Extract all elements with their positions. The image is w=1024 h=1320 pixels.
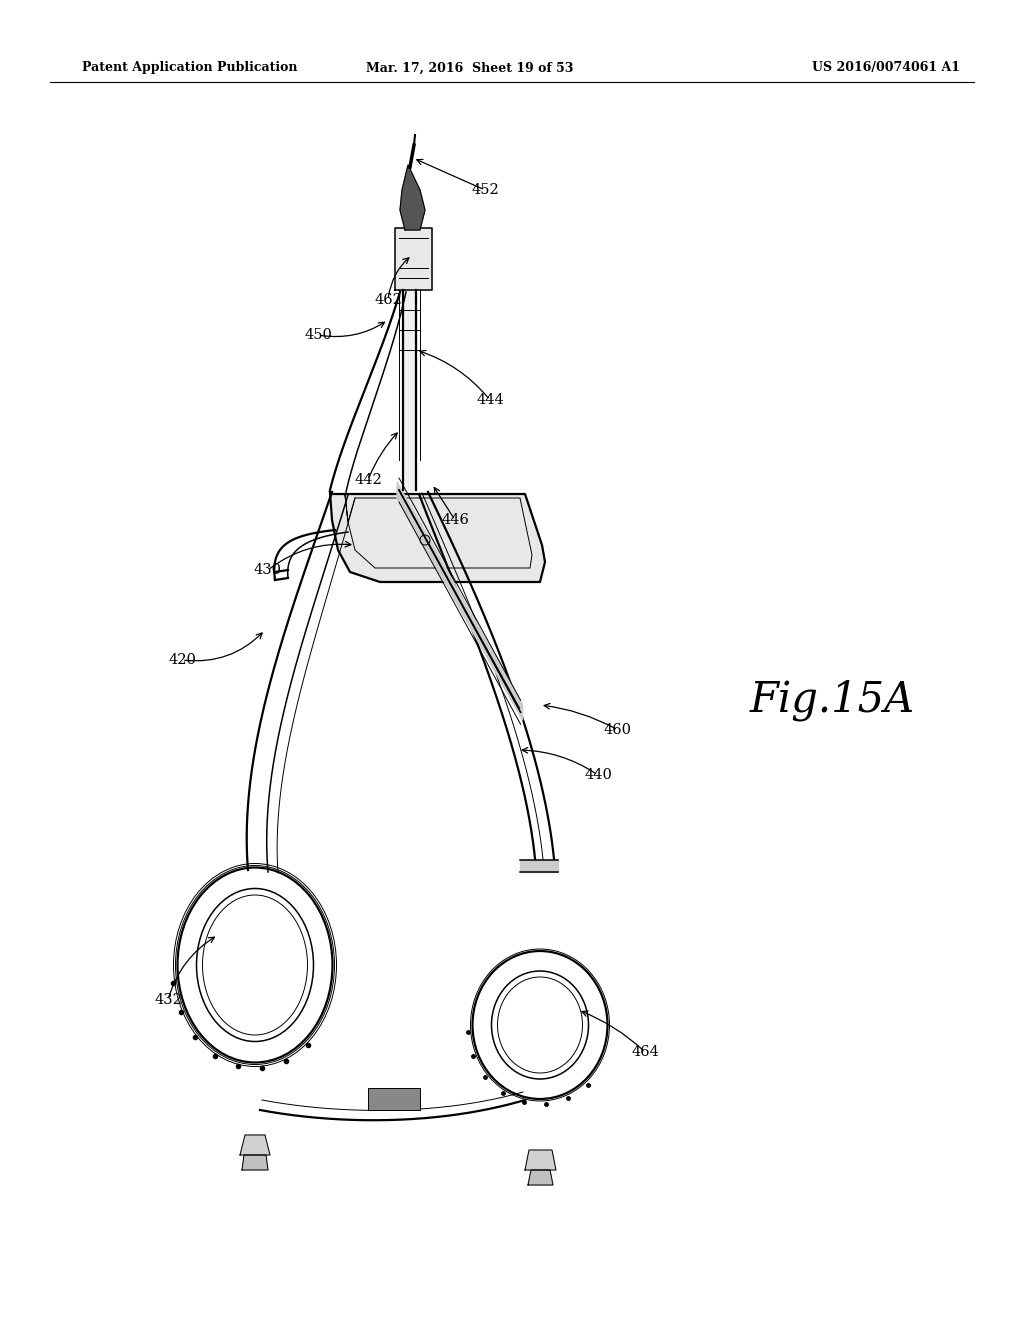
Text: 444: 444	[476, 393, 504, 407]
Bar	[368, 1088, 420, 1110]
Polygon shape	[330, 492, 545, 582]
Text: Patent Application Publication: Patent Application Publication	[82, 62, 298, 74]
Text: 440: 440	[584, 768, 612, 781]
Text: 430: 430	[254, 564, 282, 577]
Text: 462: 462	[374, 293, 402, 308]
Text: 432: 432	[154, 993, 182, 1007]
Text: 420: 420	[168, 653, 196, 667]
Text: 442: 442	[354, 473, 382, 487]
Text: US 2016/0074061 A1: US 2016/0074061 A1	[812, 62, 961, 74]
Polygon shape	[403, 290, 416, 490]
Text: 452: 452	[471, 183, 499, 197]
Text: 450: 450	[304, 327, 332, 342]
Polygon shape	[520, 861, 558, 873]
Polygon shape	[528, 1170, 553, 1185]
Polygon shape	[242, 1155, 268, 1170]
Text: Fig.15A: Fig.15A	[750, 678, 915, 721]
Polygon shape	[525, 1150, 556, 1170]
Polygon shape	[240, 1135, 270, 1155]
Text: 464: 464	[631, 1045, 658, 1059]
Polygon shape	[395, 228, 432, 290]
Polygon shape	[397, 482, 522, 721]
Text: 446: 446	[441, 513, 469, 527]
Text: Mar. 17, 2016  Sheet 19 of 53: Mar. 17, 2016 Sheet 19 of 53	[367, 62, 573, 74]
Polygon shape	[400, 165, 425, 230]
Text: 460: 460	[604, 723, 632, 737]
